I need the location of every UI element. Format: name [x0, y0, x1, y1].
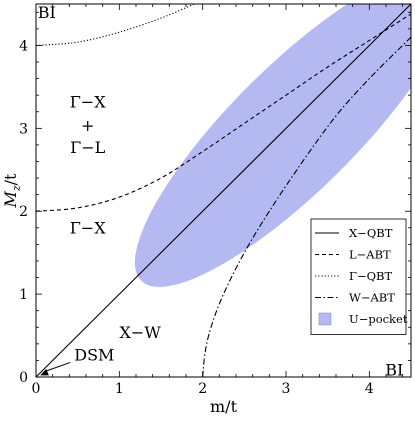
series-layer: [36, 4, 411, 377]
u-pocket-region-layer: [134, 4, 411, 287]
y-tick-label: 3: [19, 121, 28, 137]
y-axis-label-main: M: [1, 191, 20, 209]
u-pocket-region: [134, 4, 411, 287]
region-label-8: BI: [385, 360, 403, 379]
dsm-arrow-line: [44, 361, 71, 372]
legend-swatch-fill: [318, 312, 332, 326]
y-tick-label: 1: [19, 287, 28, 303]
legend-entry-label: X−QBT: [349, 226, 393, 240]
y-axis-label-subscript: z: [10, 185, 23, 192]
region-label-6: X−W: [120, 323, 162, 342]
region-label-3: +: [81, 116, 94, 135]
legend-entry-label: U−pocket: [349, 312, 408, 326]
y-tick-label: 2: [19, 204, 28, 220]
series-line-1: [36, 4, 411, 377]
x-tick-label: 1: [115, 381, 124, 397]
region-label-5: Γ−X: [70, 219, 107, 238]
region-label-4: Γ−L: [70, 138, 106, 157]
annotation-layer: BI Γ−X + Γ−L Γ−X X−W DSM BI: [38, 3, 404, 379]
y-tick-label: 0: [19, 370, 28, 386]
series-line-2: [36, 13, 411, 212]
plot-frame: [35, 3, 412, 378]
x-tick-label: 4: [365, 381, 374, 397]
x-tick-label: 3: [282, 381, 291, 397]
legend-entry-label: W−ABT: [349, 291, 395, 305]
x-axis-label: m/t: [210, 397, 238, 416]
y-axis-label: Mz/t: [1, 173, 23, 209]
x-tick-label: 2: [198, 381, 207, 397]
legend-entry-label: L−ABT: [349, 248, 391, 262]
x-tick-label: 0: [32, 381, 41, 397]
region-label-7: DSM: [74, 345, 114, 364]
region-label-1: BI: [38, 3, 56, 22]
series-line-3: [36, 4, 195, 46]
y-axis-label-suffix: /t: [1, 173, 20, 185]
legend-entry-label: Γ−QBT: [349, 269, 392, 283]
tick-layer: 0 1 2 3 4 0 1 2 3 4: [19, 4, 411, 397]
legend: X−QBT L−ABT Γ−QBT W−ABT U−pocket: [310, 218, 408, 335]
y-tick-label: 4: [19, 38, 28, 54]
dsm-arrow-head: [40, 368, 49, 376]
region-label-2: Γ−X: [70, 93, 107, 112]
series-line-4: [202, 36, 411, 377]
